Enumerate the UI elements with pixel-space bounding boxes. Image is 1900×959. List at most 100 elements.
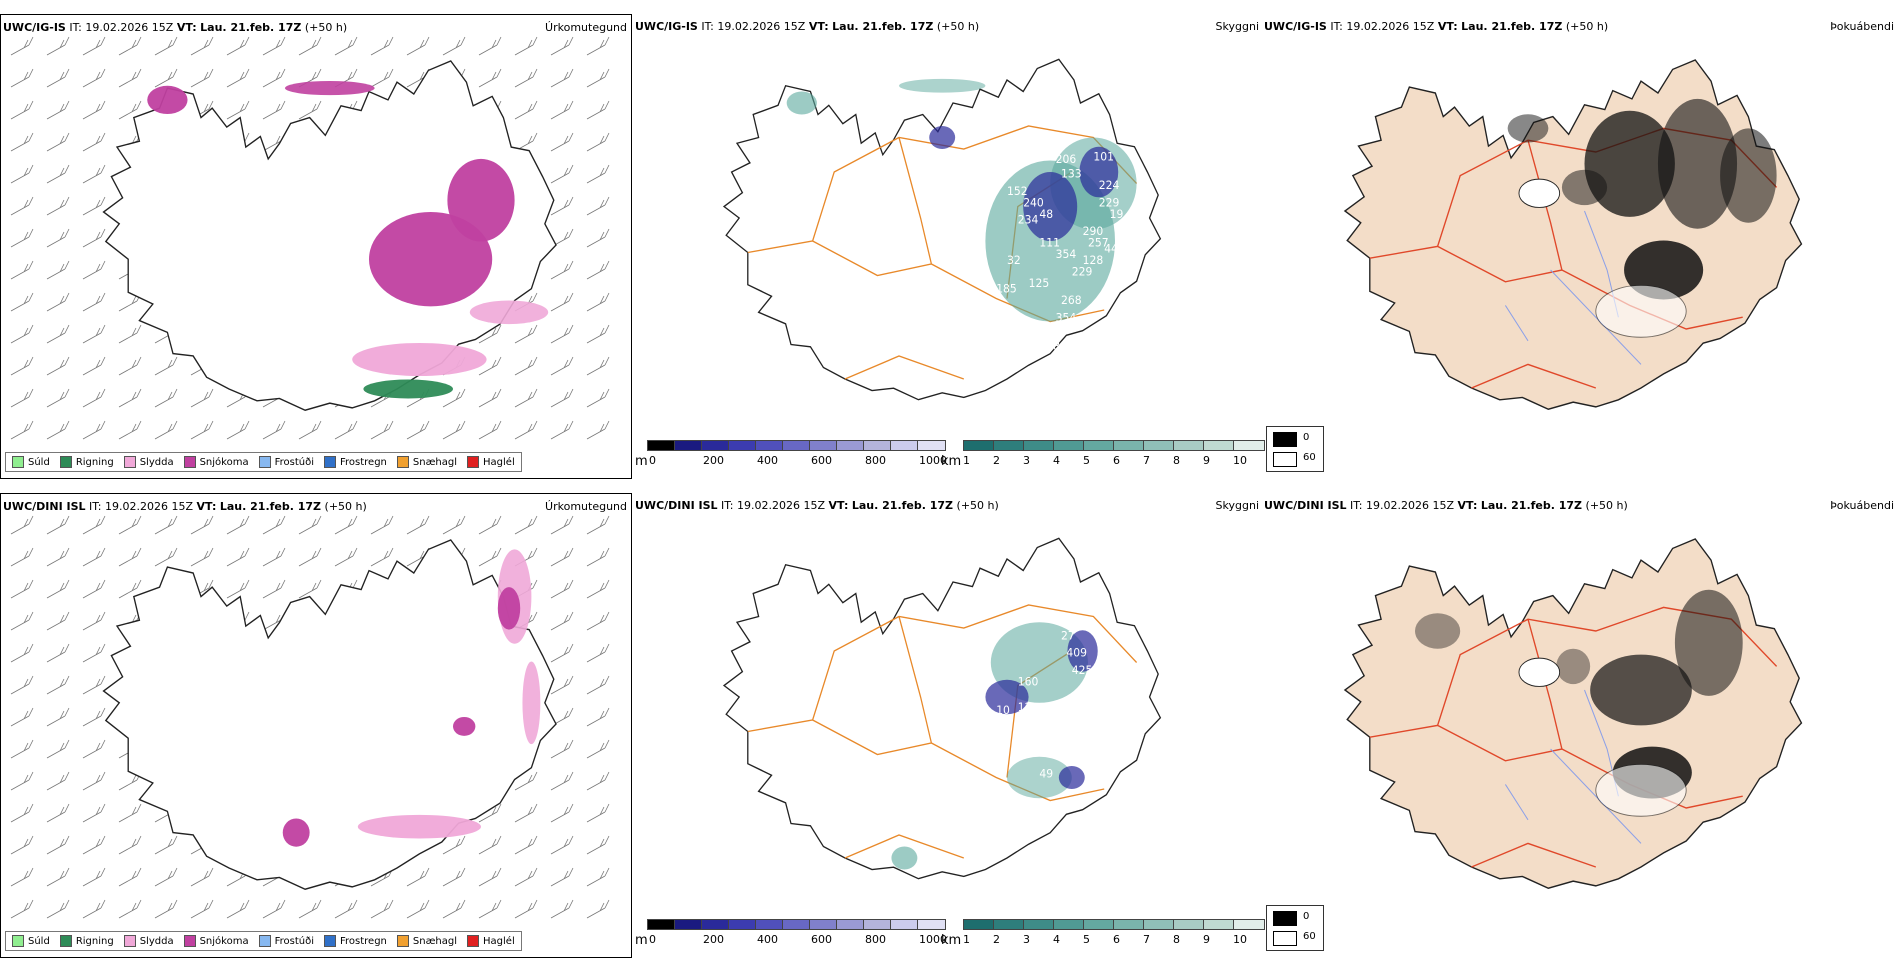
legend-label: Snæhagl bbox=[412, 456, 458, 468]
init-time-value: 19.02.2026 15Z bbox=[85, 21, 174, 34]
legend-label: Rigning bbox=[75, 456, 114, 468]
snow-area bbox=[147, 85, 188, 115]
colorbar-tick: 600 bbox=[811, 454, 832, 467]
colorbar-swatch bbox=[890, 440, 919, 451]
glacier bbox=[1595, 284, 1687, 338]
colorbar-swatch bbox=[755, 440, 784, 451]
colorbar-tick: 800 bbox=[865, 454, 886, 467]
cloud-base-value: 27 bbox=[1061, 629, 1075, 642]
legend-label: Súld bbox=[28, 935, 50, 947]
visibility-colorbar-body: km 1 2 3 4 5 6 7 8 9 10 bbox=[941, 438, 1265, 476]
legend-swatch bbox=[258, 935, 271, 947]
legend-item: Snæhagl bbox=[396, 935, 457, 947]
colorbar-swatch bbox=[863, 919, 892, 930]
colorbar-swatch bbox=[782, 919, 811, 930]
colorbar-swatch bbox=[728, 919, 757, 930]
colorbar-tick: 6 bbox=[1113, 933, 1120, 946]
colorbar-swatch bbox=[836, 440, 865, 451]
cloud-base-value: 224 bbox=[1099, 179, 1120, 192]
low-cloud-area bbox=[1058, 766, 1085, 789]
cloud-base-value: 48 bbox=[1039, 208, 1053, 221]
visibility-colorbar: km 1 2 3 4 5 6 7 8 9 10 bbox=[941, 917, 1265, 955]
cloud-base-value: 354 bbox=[1056, 311, 1077, 324]
colorbar-swatch bbox=[890, 919, 919, 930]
colorbar-swatch bbox=[1203, 919, 1235, 930]
colorbar-swatch bbox=[1053, 919, 1085, 930]
model-name: UWC/DINI ISL bbox=[635, 499, 718, 512]
legend-label: Haglél bbox=[483, 935, 515, 947]
legend-item: Haglél bbox=[467, 935, 515, 947]
fog-key-label: 0 bbox=[1303, 911, 1310, 922]
panel-header: UWC/IG-IS IT: 19.02.2026 15Z VT: Lau. 21… bbox=[1264, 20, 1608, 33]
legend-item: Frostúði bbox=[258, 935, 314, 947]
cloud-base-value: 354 bbox=[1056, 248, 1077, 261]
lead-time: (+50 h) bbox=[1565, 20, 1609, 33]
valid-time-value: Lau. 21.feb. 17Z bbox=[219, 500, 322, 513]
legend-swatch bbox=[123, 935, 136, 947]
fog-area bbox=[1507, 114, 1549, 143]
init-time-label: IT: bbox=[1330, 20, 1343, 33]
cloud-base-value: 101 bbox=[1093, 150, 1114, 163]
colorbar-tick: 5 bbox=[1083, 454, 1090, 467]
colorbar-tick: 8 bbox=[1173, 933, 1180, 946]
legend-swatch bbox=[324, 456, 336, 468]
snow-area bbox=[369, 212, 493, 307]
visibility-colorbar: km 1 2 3 4 5 6 7 8 9 10 bbox=[941, 438, 1265, 476]
colorbar-tick: 1 bbox=[963, 933, 970, 946]
cloud-base-value: 125 bbox=[1029, 277, 1050, 290]
legend-label: Rigning bbox=[75, 935, 114, 947]
fog-area bbox=[1556, 648, 1591, 685]
panel-title: Þokuábendi bbox=[1830, 499, 1894, 512]
fog-key-swatch bbox=[1273, 931, 1297, 946]
init-time-value: 19.02.2026 15Z bbox=[105, 500, 194, 513]
fog-index-panel: UWC/DINI ISL IT: 19.02.2026 15Z VT: Lau.… bbox=[1262, 493, 1898, 958]
legend-label: Frostúði bbox=[274, 935, 314, 947]
precip-legend: Súld Rigning Slydda Snjókoma Frostúði Frostre… bbox=[5, 452, 522, 472]
snow-area bbox=[447, 158, 515, 242]
valid-time-label: VT: bbox=[196, 500, 217, 513]
low-cloud-area bbox=[1079, 146, 1119, 198]
colorbar-swatch bbox=[647, 919, 676, 930]
low-visibility-area bbox=[891, 846, 918, 870]
colorbar-swatch bbox=[1113, 440, 1145, 451]
model-name: UWC/DINI ISL bbox=[1264, 499, 1347, 512]
colorbar-swatch bbox=[836, 919, 865, 930]
visibility-unit: km bbox=[941, 454, 962, 469]
cloud-base-value: 133 bbox=[1061, 167, 1082, 180]
init-time-label: IT: bbox=[69, 21, 82, 34]
cloud-base-value: 425 bbox=[1072, 664, 1093, 677]
fog-key-swatch bbox=[1273, 432, 1297, 447]
cloud-base-value: 32 bbox=[1007, 254, 1021, 267]
visibility-panel: UWC/IG-IS IT: 19.02.2026 15Z VT: Lau. 21… bbox=[633, 14, 1265, 479]
valid-time-label: VT: bbox=[176, 21, 197, 34]
colorbar-swatch bbox=[1023, 440, 1055, 451]
road-network bbox=[1369, 606, 1778, 868]
legend-item: Haglél bbox=[467, 456, 515, 468]
panel-title: Úrkomutegund bbox=[545, 21, 627, 34]
cloud-base-value: 206 bbox=[1056, 152, 1077, 165]
valid-time-label: VT: bbox=[1457, 499, 1478, 512]
cloud-base-value: 148 bbox=[1093, 675, 1114, 688]
legend-swatch bbox=[467, 456, 480, 468]
cloud-base-value: 49 bbox=[1039, 767, 1053, 780]
snow-area bbox=[285, 81, 375, 96]
legend-item: Frostregn bbox=[324, 456, 387, 468]
init-time-value: 19.02.2026 15Z bbox=[1366, 499, 1455, 512]
colorbar-tick: 400 bbox=[757, 933, 778, 946]
colorbar-tick: 8 bbox=[1173, 454, 1180, 467]
legend-item: Slydda bbox=[123, 456, 174, 468]
colorbar-tick: 2 bbox=[993, 454, 1000, 467]
colorbar-tick: 400 bbox=[757, 454, 778, 467]
colorbar-swatch bbox=[1113, 919, 1145, 930]
init-time-value: 19.02.2026 15Z bbox=[717, 20, 806, 33]
precip-type-panel: UWC/DINI ISL IT: 19.02.2026 15Z VT: Lau.… bbox=[0, 493, 632, 958]
legend-item: Frostúði bbox=[258, 456, 314, 468]
cloud-base-value: 49 bbox=[921, 369, 935, 382]
lead-time: (+50 h) bbox=[956, 499, 999, 512]
legend-label: Slydda bbox=[139, 456, 174, 468]
glacier bbox=[1595, 763, 1687, 817]
colorbar-swatch bbox=[1173, 440, 1205, 451]
cloud-base-value: 19 bbox=[1110, 208, 1124, 221]
fog-key-label: 60 bbox=[1303, 931, 1316, 942]
iceland-coast bbox=[722, 537, 1162, 880]
